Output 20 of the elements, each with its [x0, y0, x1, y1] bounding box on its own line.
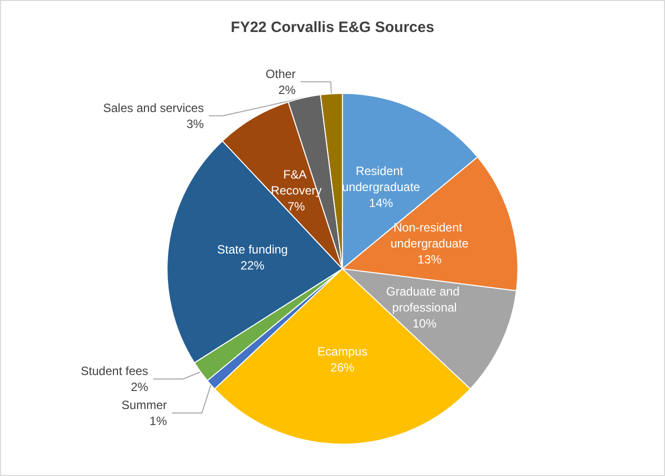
data-label: 2% [130, 380, 149, 394]
data-label: 13% [418, 252, 442, 267]
slice-label: Other [266, 66, 296, 81]
slice-label: State funding [217, 242, 288, 256]
data-label: 14% [369, 196, 394, 210]
slice-label: Non-resident undergraduate [390, 220, 469, 251]
data-label: 10% [412, 316, 437, 330]
slice-label: Resident undergraduate [342, 164, 420, 194]
slice-label: Summer [122, 398, 167, 412]
data-label: 3% [186, 116, 204, 131]
slice-label: Graduate and professional [386, 284, 463, 314]
slice-label: Student fees [80, 364, 148, 378]
slice-label: Sales and services [103, 100, 204, 115]
data-label: 22% [240, 258, 265, 272]
data-label: 1% [150, 414, 168, 428]
slice-label: Ecampus [317, 344, 368, 358]
data-label: 7% [288, 200, 306, 214]
data-label: 2% [278, 82, 296, 97]
chart-title: FY22 Corvallis E&G Sources [230, 19, 434, 36]
data-label: 26% [330, 360, 355, 374]
